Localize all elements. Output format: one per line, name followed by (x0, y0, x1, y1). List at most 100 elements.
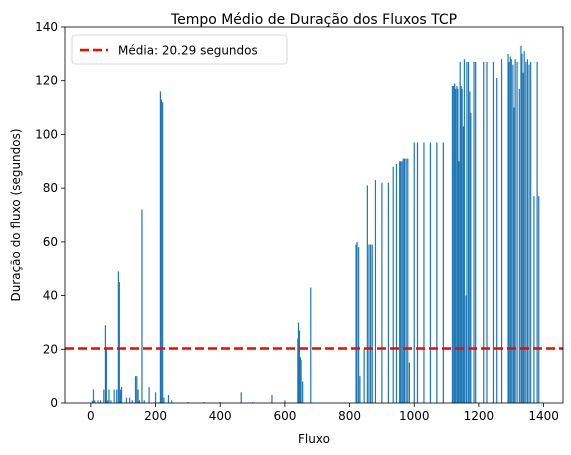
bar (92, 389, 95, 403)
x-axis-label: Fluxo (298, 432, 330, 446)
bar (143, 400, 145, 403)
bar (374, 180, 377, 403)
bar (416, 142, 419, 404)
bar (154, 392, 157, 403)
bar (408, 362, 410, 403)
bar (451, 86, 454, 403)
bar (459, 61, 461, 403)
bar (521, 53, 523, 404)
y-tick-label: 20 (43, 342, 58, 356)
y-tick-label: 80 (43, 181, 58, 195)
bar (356, 241, 358, 403)
x-tick-label: 1200 (464, 409, 495, 423)
bar (461, 88, 463, 404)
bar (368, 244, 370, 403)
bar (407, 158, 409, 403)
bar (400, 161, 402, 403)
bar (358, 247, 360, 403)
bar (171, 400, 173, 403)
bar (469, 91, 471, 404)
bar (456, 86, 458, 403)
bar (513, 107, 515, 403)
bar (465, 295, 467, 403)
bar (401, 161, 403, 403)
bar (104, 325, 107, 403)
bar (520, 45, 522, 404)
bar (475, 61, 477, 403)
x-tick-label: 1000 (399, 409, 430, 423)
bar (187, 402, 189, 403)
x-tick-label: 200 (144, 409, 167, 423)
bar (91, 400, 94, 403)
bar (387, 182, 389, 403)
bar (516, 61, 518, 403)
bar (105, 349, 107, 403)
bar (219, 402, 221, 403)
x-tick-label: 800 (338, 409, 361, 423)
bar (523, 51, 525, 404)
bar (462, 126, 464, 404)
bar (299, 357, 302, 403)
bar (467, 61, 470, 403)
bar (405, 158, 407, 403)
chart-title: Tempo Médio de Duração dos Fluxos TCP (170, 12, 457, 28)
bar (507, 53, 509, 404)
x-tick-label: 600 (273, 409, 296, 423)
bar (298, 330, 301, 403)
bar (359, 376, 361, 403)
bar (138, 400, 140, 403)
bar (528, 64, 530, 403)
bar (136, 376, 138, 403)
bar (403, 158, 406, 403)
bar (518, 88, 520, 404)
plot-frame (64, 26, 564, 404)
bar (413, 142, 415, 404)
bar (116, 389, 118, 403)
bar (137, 389, 139, 403)
bar (363, 349, 365, 403)
bar (429, 142, 432, 404)
bar (108, 389, 110, 403)
bar (470, 112, 472, 403)
bar (454, 83, 456, 404)
bar (107, 400, 109, 403)
bar (473, 61, 475, 403)
y-axis: 0 20 40 60 80 100 120 140 (35, 20, 65, 410)
bar (508, 61, 510, 403)
bar (297, 338, 299, 403)
bar (514, 59, 516, 403)
bar (457, 88, 459, 404)
bar (371, 244, 373, 403)
bar (526, 59, 529, 403)
bar (163, 397, 165, 403)
bar-series (91, 45, 540, 404)
bar (160, 99, 162, 403)
bar (512, 64, 514, 403)
legend-box (71, 34, 288, 65)
bar (463, 59, 465, 403)
bar (97, 400, 99, 403)
bar (392, 166, 394, 403)
bar (99, 400, 102, 403)
bar (442, 142, 444, 404)
bar (129, 397, 131, 403)
y-tick-label: 40 (43, 289, 58, 303)
legend: Média: 20.29 segundos (71, 34, 288, 65)
bar (530, 61, 532, 403)
bar (148, 386, 150, 403)
bar (297, 322, 300, 403)
bar (500, 59, 503, 403)
bar (460, 86, 462, 403)
bar (455, 88, 457, 404)
bar (120, 386, 123, 403)
y-tick-label: 0 (50, 396, 58, 410)
bar (525, 61, 527, 403)
bar (141, 209, 143, 403)
y-tick-label: 100 (35, 127, 58, 141)
bar (251, 402, 254, 403)
bar (302, 381, 304, 403)
bar (310, 287, 312, 403)
bar (453, 86, 455, 403)
bar (271, 394, 273, 403)
